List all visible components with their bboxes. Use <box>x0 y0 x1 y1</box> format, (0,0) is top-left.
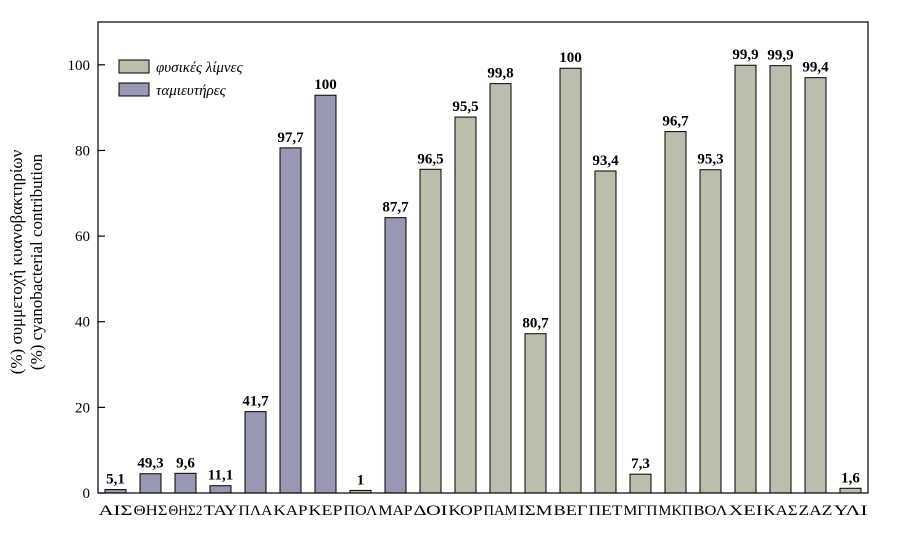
x-tick-label: ΥΛΙ <box>834 503 868 519</box>
x-tick-label: ΑΙΣ <box>99 503 133 519</box>
x-tick-label: ΚΟΡ <box>449 503 483 519</box>
data-label: 7,3 <box>631 456 650 472</box>
data-labels: 5,1 49,3 9,6 11,1 41,7 97,7 100 1 87,7 96,5 95,5 99… <box>106 47 860 488</box>
bar-ΚΑΣ <box>769 65 792 494</box>
bar-ΜΓΠ <box>629 473 652 494</box>
x-tick-label: ΚΕΡ <box>309 503 343 519</box>
data-label: 99,4 <box>802 60 829 76</box>
bar-ΔΟΙ <box>419 168 442 494</box>
y-tick-label: 0 <box>83 486 91 502</box>
data-label: 49,3 <box>137 456 163 472</box>
data-label: 11,1 <box>208 468 233 484</box>
x-tick-label: ΘΗΣ2 <box>169 503 203 519</box>
bar-ΚΑΡ <box>279 147 302 494</box>
legend-swatch <box>118 82 150 97</box>
bar-ΜΚΠ <box>664 131 687 494</box>
bar-ΘΗΣ2 <box>174 472 197 494</box>
y-tick-label: 60 <box>75 229 90 245</box>
data-label: 99,9 <box>767 48 793 64</box>
data-label: 80,7 <box>522 316 549 332</box>
x-tick-label: ΘΗΣ <box>134 503 168 519</box>
legend-label: ταμιευτήρες <box>156 83 227 99</box>
data-label: 99,8 <box>487 66 513 82</box>
y-axis-title-line2: (%) cyanobacterial contribution <box>27 153 46 370</box>
x-tick-label: ΚΑΡ <box>274 503 308 519</box>
data-label: 100 <box>314 77 337 93</box>
y-axis-title: (%) συμμετοχή κυανοβακτηρίων (%) cyanoba… <box>7 149 46 374</box>
bar-ΧΕΙ <box>734 64 757 494</box>
data-label: 87,7 <box>382 200 409 216</box>
x-tick-label: ΔΟΙ <box>414 503 448 519</box>
data-label: 41,7 <box>242 394 269 410</box>
bar-ΚΕΡ <box>314 94 337 494</box>
bar-ΙΣΜ <box>524 333 547 494</box>
data-label: 9,6 <box>176 455 195 471</box>
x-tick-label: ΖΑΖ <box>799 503 833 519</box>
data-label: 95,3 <box>697 152 723 168</box>
x-tick-label: ΚΑΣ <box>764 503 798 519</box>
x-tick-label: ΧΕΙ <box>729 503 763 519</box>
data-label: 1 <box>357 472 365 488</box>
y-tick-label: 40 <box>75 315 90 331</box>
x-tick-label: ΠΕΤ <box>589 503 623 519</box>
x-tick-label: ΜΚΠ <box>659 503 693 519</box>
data-label: 99,9 <box>732 47 758 63</box>
bar-ΥΛΙ <box>839 487 862 494</box>
x-tick-label: ΙΣΜ <box>519 503 553 519</box>
x-tick-label: ΒΟΛ <box>694 503 728 519</box>
bar-ΒΟΛ <box>699 169 722 494</box>
legend: φυσικές λίμνες ταμιευτήρες <box>118 59 243 99</box>
data-label: 97,7 <box>277 130 304 146</box>
bar-ΠΛΑ <box>244 411 267 494</box>
x-tick-label: ΠΛΑ <box>239 503 273 519</box>
bar-ΖΑΖ <box>804 77 827 494</box>
bar-ΒΕΓ <box>559 67 582 494</box>
bar-ΠΕΤ <box>594 170 617 494</box>
y-tick-label: 100 <box>68 58 91 74</box>
data-label: 100 <box>559 50 582 66</box>
x-tick-label: ΠΟΛ <box>344 503 378 519</box>
data-label: 1,6 <box>841 470 860 486</box>
x-tick-label: ΜΓΠ <box>624 503 658 519</box>
bar-ΘΗΣ1 <box>139 473 162 494</box>
bar-ΤΑΥ <box>209 485 232 494</box>
plot-frame <box>97 21 869 494</box>
y-tick-label: 20 <box>75 400 90 416</box>
y-tick-label: 80 <box>75 143 90 159</box>
x-tick-label: ΒΕΓ <box>554 503 588 519</box>
data-label: 95,5 <box>452 99 478 115</box>
data-label: 93,4 <box>592 153 619 169</box>
x-axis: ΑΙΣ ΘΗΣ ΘΗΣ2 ΤΑΥ ΠΛΑ ΚΑΡ ΚΕΡ ΠΟΛ ΜΑΡ ΔΟΙ ΚΟΡ ΠΑΜ ΙΣΜ… <box>99 503 868 519</box>
x-tick-label: ΜΑΡ <box>379 503 413 519</box>
bar-ΚΟΡ <box>454 116 477 494</box>
y-axis: 0 20 40 60 80 100 <box>68 58 105 502</box>
data-label: 96,7 <box>662 114 689 130</box>
legend-label: φυσικές λίμνες <box>156 60 243 76</box>
legend-swatch <box>118 59 150 74</box>
data-label: 96,5 <box>417 151 443 167</box>
x-tick-label: ΠΑΜ <box>484 503 518 519</box>
y-axis-title-line1: (%) συμμετοχή κυανοβακτηρίων <box>7 149 26 374</box>
data-label: 5,1 <box>106 472 125 488</box>
bar-ΜΑΡ <box>384 217 407 494</box>
x-tick-label: ΤΑΥ <box>204 503 238 519</box>
bars <box>104 64 862 494</box>
bar-ΠΑΜ <box>489 83 512 494</box>
